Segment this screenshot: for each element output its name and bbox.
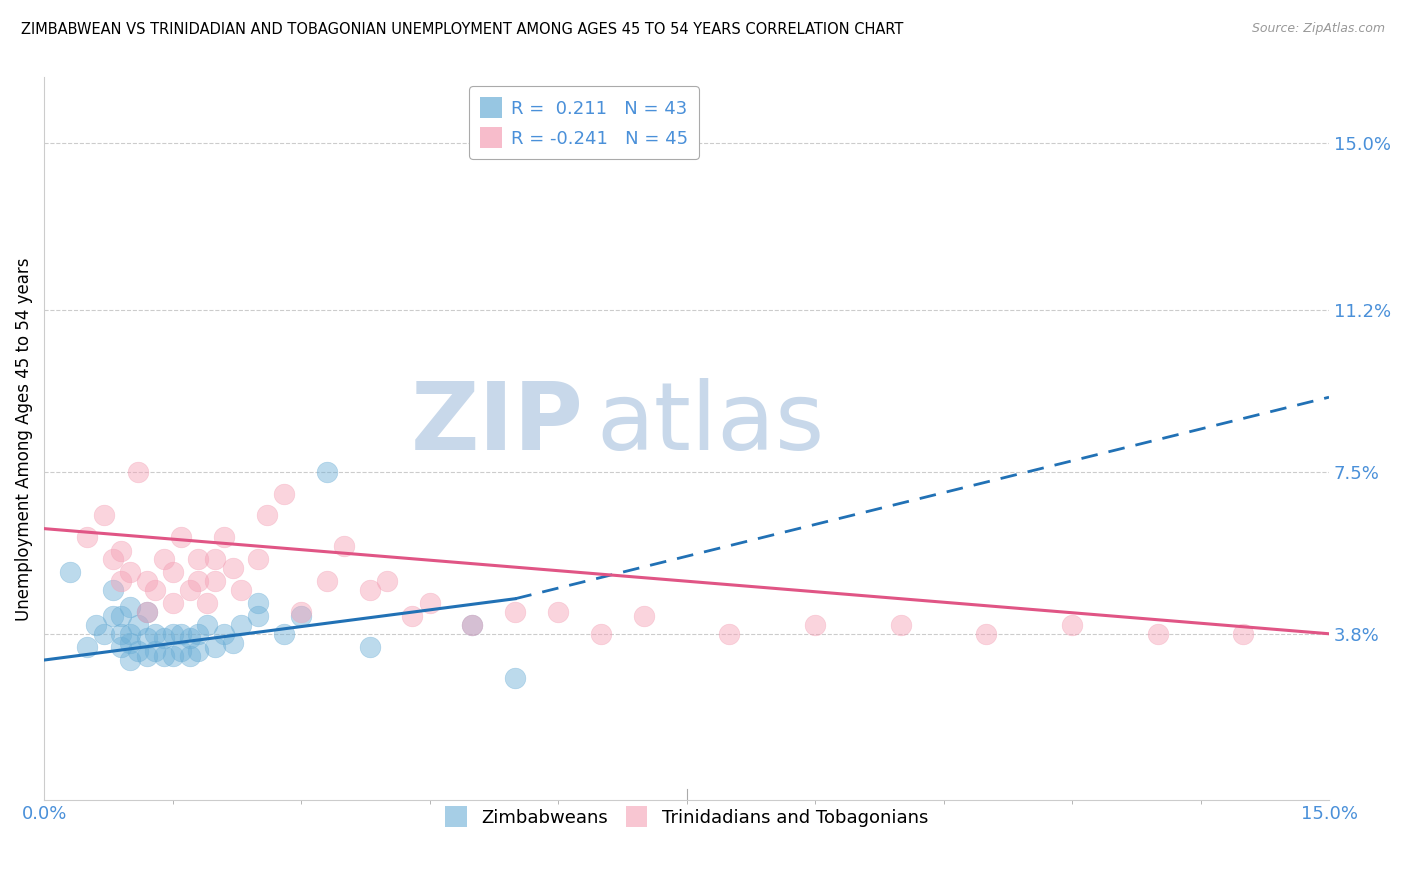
Point	[135, 574, 157, 589]
Point	[101, 582, 124, 597]
Point	[162, 566, 184, 580]
Point	[290, 609, 312, 624]
Y-axis label: Unemployment Among Ages 45 to 54 years: Unemployment Among Ages 45 to 54 years	[15, 257, 32, 621]
Point	[110, 543, 132, 558]
Point	[273, 626, 295, 640]
Point	[101, 552, 124, 566]
Point	[135, 605, 157, 619]
Point	[76, 530, 98, 544]
Point	[890, 618, 912, 632]
Point	[118, 626, 141, 640]
Point	[127, 618, 149, 632]
Point	[247, 609, 270, 624]
Point	[110, 609, 132, 624]
Point	[187, 574, 209, 589]
Point	[359, 640, 381, 654]
Point	[187, 644, 209, 658]
Point	[162, 648, 184, 663]
Point	[1060, 618, 1083, 632]
Text: Source: ZipAtlas.com: Source: ZipAtlas.com	[1251, 22, 1385, 36]
Point	[170, 626, 193, 640]
Point	[221, 561, 243, 575]
Point	[187, 626, 209, 640]
Point	[212, 530, 235, 544]
Point	[256, 508, 278, 523]
Point	[145, 644, 167, 658]
Point	[333, 539, 356, 553]
Point	[503, 605, 526, 619]
Point	[204, 640, 226, 654]
Point	[135, 631, 157, 645]
Point	[231, 582, 253, 597]
Point	[401, 609, 423, 624]
Point	[221, 635, 243, 649]
Point	[135, 648, 157, 663]
Point	[162, 596, 184, 610]
Point	[153, 552, 176, 566]
Point	[118, 600, 141, 615]
Point	[461, 618, 484, 632]
Text: atlas: atlas	[596, 378, 825, 470]
Point	[503, 671, 526, 685]
Point	[110, 574, 132, 589]
Point	[179, 648, 201, 663]
Point	[170, 644, 193, 658]
Point	[419, 596, 441, 610]
Point	[290, 605, 312, 619]
Point	[59, 566, 82, 580]
Point	[375, 574, 398, 589]
Text: ZIMBABWEAN VS TRINIDADIAN AND TOBAGONIAN UNEMPLOYMENT AMONG AGES 45 TO 54 YEARS : ZIMBABWEAN VS TRINIDADIAN AND TOBAGONIAN…	[21, 22, 904, 37]
Point	[633, 609, 655, 624]
Point	[589, 626, 612, 640]
Point	[127, 465, 149, 479]
Point	[153, 631, 176, 645]
Point	[127, 644, 149, 658]
Point	[118, 566, 141, 580]
Text: ZIP: ZIP	[411, 378, 583, 470]
Point	[547, 605, 569, 619]
Point	[110, 640, 132, 654]
Point	[1232, 626, 1254, 640]
Point	[273, 486, 295, 500]
Point	[76, 640, 98, 654]
Point	[84, 618, 107, 632]
Point	[359, 582, 381, 597]
Point	[247, 596, 270, 610]
Point	[93, 626, 115, 640]
Point	[187, 552, 209, 566]
Point	[231, 618, 253, 632]
Point	[145, 582, 167, 597]
Point	[118, 653, 141, 667]
Point	[718, 626, 741, 640]
Point	[1146, 626, 1168, 640]
Point	[93, 508, 115, 523]
Point	[110, 626, 132, 640]
Point	[179, 631, 201, 645]
Point	[195, 618, 218, 632]
Point	[170, 530, 193, 544]
Point	[247, 552, 270, 566]
Point	[195, 596, 218, 610]
Point	[101, 609, 124, 624]
Legend: Zimbabweans, Trinidadians and Tobagonians: Zimbabweans, Trinidadians and Tobagonian…	[437, 799, 935, 835]
Point	[804, 618, 827, 632]
Point	[204, 552, 226, 566]
Point	[162, 626, 184, 640]
Point	[315, 574, 337, 589]
Point	[179, 582, 201, 597]
Point	[461, 618, 484, 632]
Point	[976, 626, 998, 640]
Point	[135, 605, 157, 619]
Point	[204, 574, 226, 589]
Point	[315, 465, 337, 479]
Point	[212, 626, 235, 640]
Point	[153, 648, 176, 663]
Point	[118, 635, 141, 649]
Point	[145, 626, 167, 640]
